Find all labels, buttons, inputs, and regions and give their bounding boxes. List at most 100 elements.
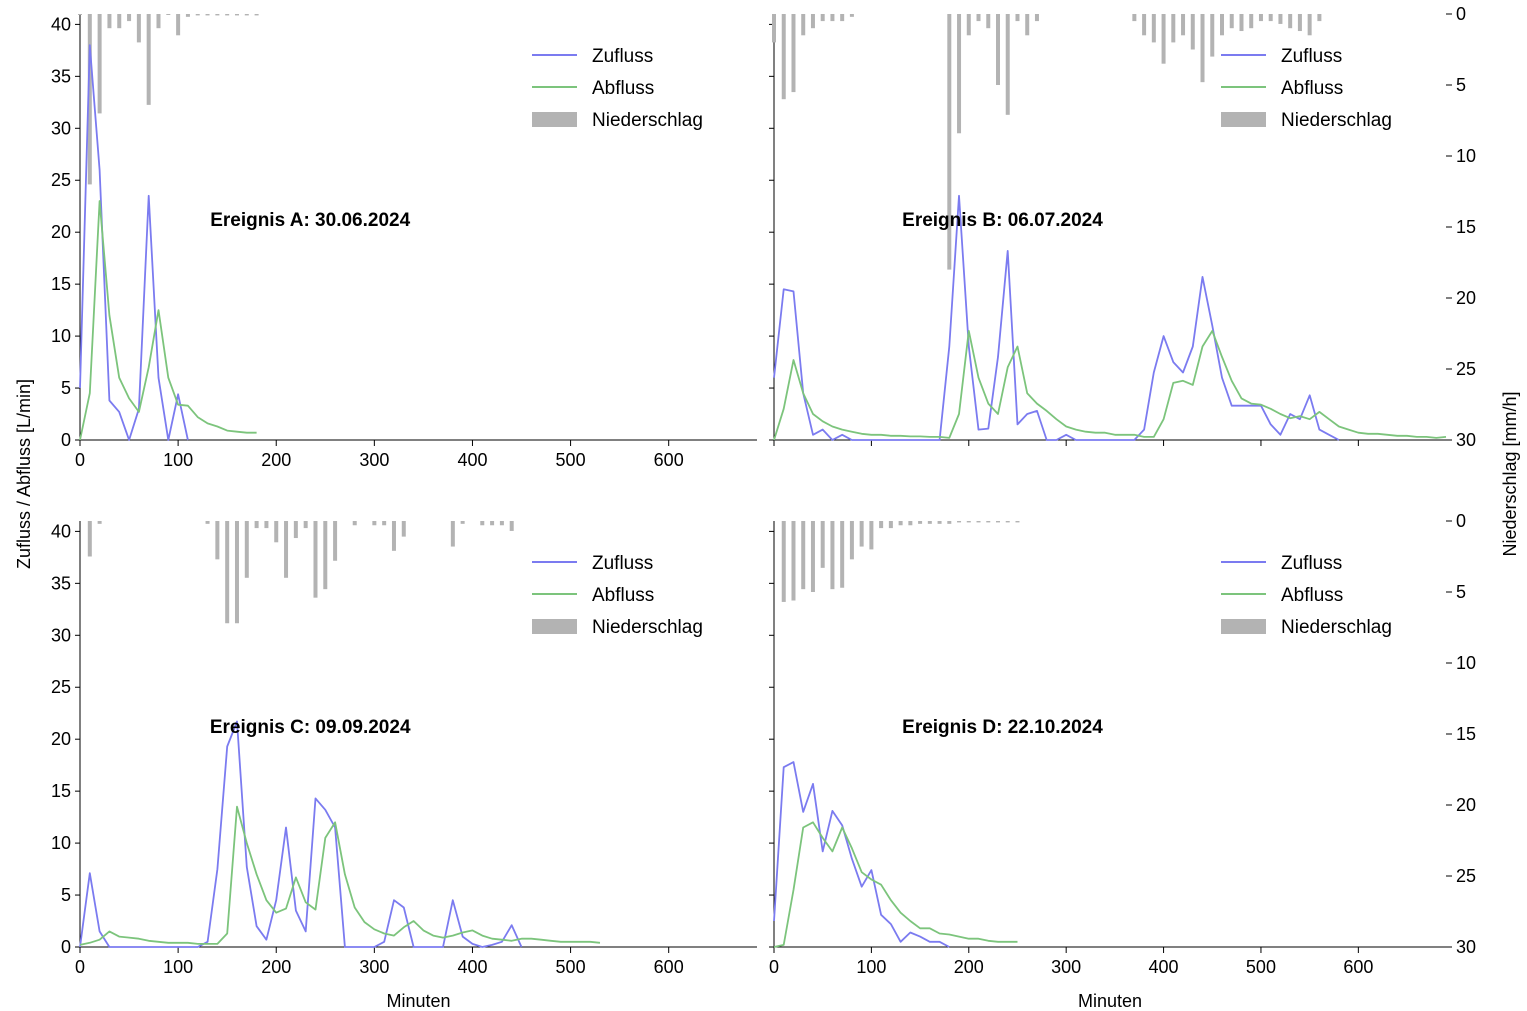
abfluss-line-a bbox=[79, 200, 257, 441]
precip-bar-b-4 bbox=[810, 14, 815, 29]
precip-bar-b-19 bbox=[1132, 14, 1137, 22]
precip-bar-d-13 bbox=[908, 521, 913, 526]
legend-swatch-niederschlag-a bbox=[532, 112, 577, 127]
y2-tick-label-b-15: 15 bbox=[1456, 217, 1476, 237]
event-title-c: Ereignis C: 09.09.2024 bbox=[210, 717, 411, 738]
legend-label-zufluss-b: Zufluss bbox=[1281, 46, 1342, 67]
y-tick-label-a-30: 30 bbox=[51, 118, 71, 138]
precip-bar-b-31 bbox=[1249, 14, 1254, 29]
precip-bar-d-15 bbox=[927, 521, 932, 524]
precip-bar-a-5 bbox=[127, 14, 132, 22]
y2-tick-label-b-30: 30 bbox=[1456, 430, 1476, 450]
precip-bar-b-2 bbox=[791, 14, 796, 93]
precip-bar-b-38 bbox=[1317, 14, 1322, 22]
precip-bar-c-18 bbox=[382, 521, 387, 526]
x-tick-label-d-100: 100 bbox=[856, 957, 886, 977]
precip-bar-d-5 bbox=[830, 521, 835, 590]
precip-bar-c-17 bbox=[372, 521, 377, 526]
precip-bar-a-6 bbox=[136, 14, 141, 43]
x-tick-label-c-500: 500 bbox=[556, 957, 586, 977]
legend-label-abfluss-d: Abfluss bbox=[1281, 585, 1343, 606]
right-y-axis-label: Niederschlag [mm/h] bbox=[1500, 391, 1520, 556]
panel-b: 0 5 10 15 20 25 30 Ereignis B: 06.07.2024 Zuflus… bbox=[769, 4, 1476, 450]
y-tick-label-c-40: 40 bbox=[51, 521, 71, 541]
legend-swatch-niederschlag-d bbox=[1221, 619, 1266, 634]
precip-bar-b-36 bbox=[1297, 14, 1302, 32]
precip-bar-a-18 bbox=[254, 14, 259, 16]
precip-bar-b-6 bbox=[830, 14, 835, 22]
precip-bar-a-3 bbox=[107, 14, 112, 29]
x-tick-label-d-300: 300 bbox=[1051, 957, 1081, 977]
precip-bar-a-4 bbox=[117, 14, 122, 29]
precip-bar-c-21 bbox=[450, 521, 455, 547]
precip-bar-d-18 bbox=[957, 521, 962, 523]
legend-swatch-niederschlag-b bbox=[1221, 112, 1266, 127]
precip-bar-d-7 bbox=[849, 521, 854, 560]
x-tick-label-c-600: 600 bbox=[654, 957, 684, 977]
legend-d: Zufluss Abfluss Niederschlag bbox=[1221, 553, 1392, 638]
precip-bar-d-6 bbox=[840, 521, 845, 588]
precip-bars-d bbox=[781, 521, 1020, 602]
y-tick-label-a-0: 0 bbox=[61, 430, 71, 450]
y-tick-label-a-25: 25 bbox=[51, 170, 71, 190]
precip-bar-d-17 bbox=[947, 521, 952, 524]
precip-bar-c-22 bbox=[460, 521, 465, 524]
legend-c: Zufluss Abfluss Niederschlag bbox=[532, 553, 703, 638]
precip-bar-c-23 bbox=[480, 521, 485, 526]
precip-bar-c-7 bbox=[254, 521, 259, 529]
precip-bar-d-9 bbox=[869, 521, 874, 550]
precip-bar-b-24 bbox=[1181, 14, 1186, 36]
precip-bar-d-10 bbox=[879, 521, 884, 529]
x-tick-label-d-400: 400 bbox=[1149, 957, 1179, 977]
y2-tick-label-b-0: 0 bbox=[1456, 4, 1466, 24]
y2-tick-label-d-25: 25 bbox=[1456, 866, 1476, 886]
x-tick-label-a-300: 300 bbox=[359, 450, 389, 470]
legend-label-niederschlag-b: Niederschlag bbox=[1281, 110, 1392, 131]
y-tick-label-c-5: 5 bbox=[61, 885, 71, 905]
precip-bar-c-20 bbox=[401, 521, 406, 537]
precip-bar-c-4 bbox=[225, 521, 230, 624]
precip-bar-c-1 bbox=[97, 521, 102, 524]
precip-bar-b-18 bbox=[1034, 14, 1039, 22]
precip-bars-a bbox=[78, 14, 259, 185]
precip-bar-b-12 bbox=[976, 14, 981, 22]
precip-bar-b-26 bbox=[1200, 14, 1205, 83]
y-tick-label-c-0: 0 bbox=[61, 937, 71, 957]
x-tick-label-a-100: 100 bbox=[163, 450, 193, 470]
x-tick-label-c-0: 0 bbox=[75, 957, 85, 977]
x-tick-label-c-400: 400 bbox=[457, 957, 487, 977]
y2-tick-label-d-20: 20 bbox=[1456, 795, 1476, 815]
y2-tick-label-d-10: 10 bbox=[1456, 653, 1476, 673]
precip-bar-d-0 bbox=[781, 521, 786, 602]
precip-bar-a-8 bbox=[156, 14, 161, 29]
precip-bar-b-32 bbox=[1258, 14, 1263, 22]
event-title-a: Ereignis A: 30.06.2024 bbox=[210, 210, 410, 231]
y-tick-label-a-40: 40 bbox=[51, 14, 71, 34]
x-tick-label-d-0: 0 bbox=[769, 957, 779, 977]
panel-d: 0 100 200 300 400 500 600 0 5 10 15 20 25 30 Ereignis … bbox=[769, 511, 1476, 1011]
precip-bar-c-26 bbox=[509, 521, 514, 531]
x-tick-label-d-500: 500 bbox=[1246, 957, 1276, 977]
precip-bar-b-15 bbox=[1005, 14, 1010, 115]
precip-bar-b-37 bbox=[1307, 14, 1312, 36]
precip-bar-c-12 bbox=[303, 521, 308, 529]
precip-bar-b-0 bbox=[772, 14, 776, 43]
y-tick-label-c-35: 35 bbox=[51, 573, 71, 593]
precip-bar-a-17 bbox=[244, 14, 249, 16]
zufluss-line-d bbox=[773, 761, 950, 948]
y2-tick-label-d-0: 0 bbox=[1456, 511, 1466, 531]
precip-bar-b-22 bbox=[1161, 14, 1166, 64]
precip-bar-b-14 bbox=[996, 14, 1000, 85]
precip-bar-b-21 bbox=[1151, 14, 1156, 43]
legend-label-niederschlag-a: Niederschlag bbox=[592, 110, 703, 131]
precip-bar-d-16 bbox=[937, 521, 942, 524]
left-y-axis-label: Zufluss / Abfluss [L/min] bbox=[14, 379, 34, 569]
y-tick-label-a-10: 10 bbox=[51, 326, 71, 346]
x-tick-label-a-400: 400 bbox=[457, 450, 487, 470]
legend-a: Zufluss Abfluss Niederschlag bbox=[532, 46, 703, 131]
precip-bar-b-5 bbox=[820, 14, 825, 22]
x-tick-label-c-300: 300 bbox=[359, 957, 389, 977]
x-axis-label-c: Minuten bbox=[386, 991, 450, 1011]
precip-bar-b-28 bbox=[1220, 14, 1224, 36]
precip-bar-a-9 bbox=[166, 14, 171, 15]
